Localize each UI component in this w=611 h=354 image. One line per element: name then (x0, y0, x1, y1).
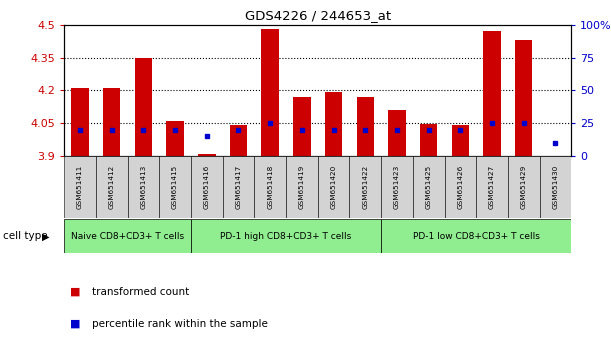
Bar (254, 156, 286, 218)
Text: GSM651422: GSM651422 (362, 165, 368, 209)
Text: GSM651411: GSM651411 (77, 165, 83, 209)
Bar (166, 121, 184, 156)
Bar (413, 156, 445, 218)
Bar (452, 125, 469, 156)
Bar (349, 156, 381, 218)
Bar (357, 97, 374, 156)
Bar (388, 110, 406, 156)
Text: GSM651413: GSM651413 (141, 165, 147, 209)
Bar (318, 156, 349, 218)
Text: GSM651427: GSM651427 (489, 165, 495, 209)
Text: GSM651417: GSM651417 (235, 165, 241, 209)
Bar (134, 57, 152, 156)
Bar (476, 156, 508, 218)
Text: PD-1 low CD8+CD3+ T cells: PD-1 low CD8+CD3+ T cells (413, 232, 540, 241)
Title: GDS4226 / 244653_at: GDS4226 / 244653_at (244, 9, 391, 22)
Bar (483, 31, 501, 156)
Text: transformed count: transformed count (92, 287, 189, 297)
Bar (64, 156, 96, 218)
Bar (381, 156, 413, 218)
Bar (230, 125, 247, 156)
Text: GSM651416: GSM651416 (204, 165, 210, 209)
Bar (445, 156, 476, 218)
Bar (159, 156, 191, 218)
Text: Naive CD8+CD3+ T cells: Naive CD8+CD3+ T cells (71, 232, 184, 241)
Bar (262, 29, 279, 156)
Text: GSM651415: GSM651415 (172, 165, 178, 209)
Bar (71, 88, 89, 156)
Text: ▶: ▶ (42, 231, 49, 241)
Text: percentile rank within the sample: percentile rank within the sample (92, 319, 268, 329)
Bar (420, 124, 437, 156)
Text: GSM651420: GSM651420 (331, 165, 337, 209)
Text: GSM651426: GSM651426 (458, 165, 463, 209)
Bar (128, 156, 159, 218)
Text: GSM651423: GSM651423 (394, 165, 400, 209)
Bar (381, 219, 571, 253)
Bar (293, 97, 310, 156)
Text: GSM651425: GSM651425 (426, 165, 431, 209)
Text: GSM651419: GSM651419 (299, 165, 305, 209)
Text: GSM651418: GSM651418 (267, 165, 273, 209)
Text: GSM651429: GSM651429 (521, 165, 527, 209)
Bar (103, 88, 120, 156)
Text: ■: ■ (70, 287, 81, 297)
Bar (96, 156, 128, 218)
Bar (540, 156, 571, 218)
Text: ■: ■ (70, 319, 81, 329)
Bar (286, 156, 318, 218)
Text: GSM651412: GSM651412 (109, 165, 115, 209)
Text: PD-1 high CD8+CD3+ T cells: PD-1 high CD8+CD3+ T cells (221, 232, 352, 241)
Bar (508, 156, 540, 218)
Bar (325, 92, 342, 156)
Text: GSM651430: GSM651430 (552, 165, 558, 209)
Bar (222, 156, 254, 218)
Bar (191, 156, 222, 218)
Bar (198, 154, 216, 156)
Bar (515, 40, 532, 156)
Text: cell type: cell type (3, 231, 48, 241)
Bar (191, 219, 381, 253)
Bar (64, 219, 191, 253)
